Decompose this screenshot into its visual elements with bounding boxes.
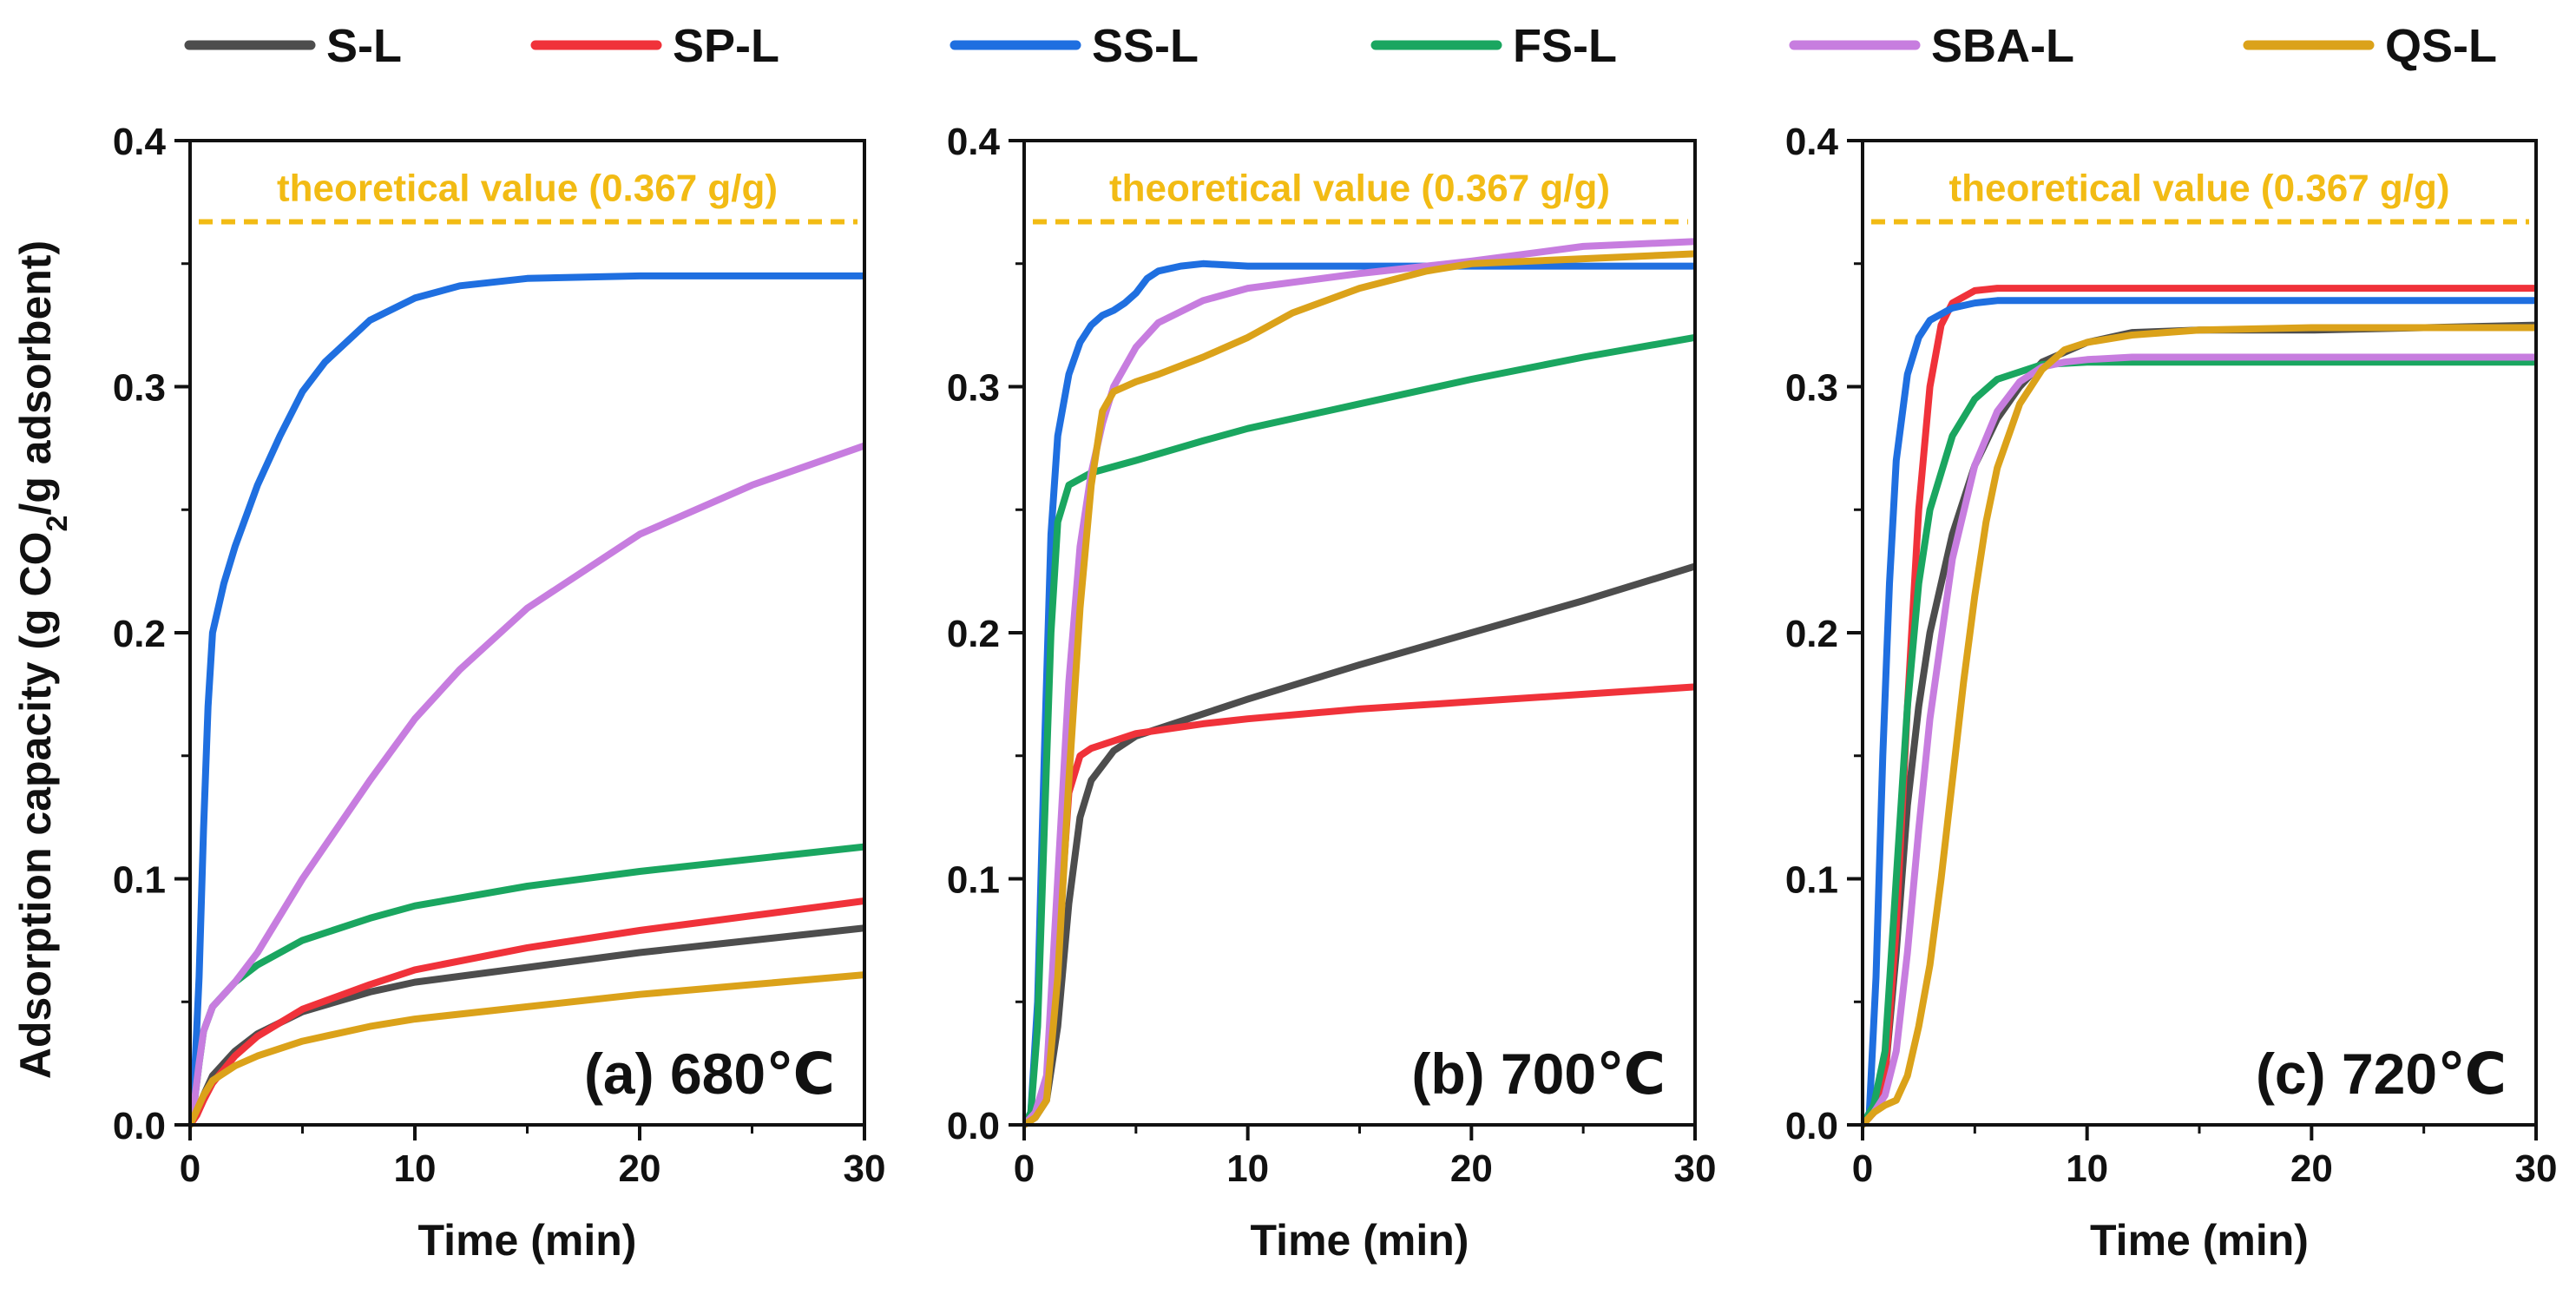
legend-label-qs-l: QS-L xyxy=(2385,20,2497,72)
legend: S-L SP-L SS-L FS-L SBA-L QS-L xyxy=(184,20,2497,72)
y-axis-title: Adsorption capacity (g CO2/g adsorbent) xyxy=(11,240,74,1079)
panel-label: (b) 700℃ xyxy=(1411,1042,1666,1106)
series-qs-l xyxy=(190,971,864,1128)
series-sba-l xyxy=(1024,238,1695,1128)
axes-frame xyxy=(188,139,866,1127)
panel-a: theoretical value (0.367 g/g) 0 10 20 30 0.0 0… xyxy=(113,121,886,1265)
panel-b: theoretical value (0.367 g/g) 0 10 20 30 0.0 0… xyxy=(947,121,1717,1265)
x-tick-label: 30 xyxy=(844,1147,886,1190)
legend-label-ss-l: SS-L xyxy=(1092,20,1199,72)
x-tick-label: 0 xyxy=(180,1147,200,1190)
plot-area xyxy=(1024,238,1695,1128)
y-tick-label: 0.3 xyxy=(113,367,166,410)
theoretical-value-label: theoretical value (0.367 g/g) xyxy=(1948,168,2449,210)
y-tick-label: 0.1 xyxy=(947,859,1000,902)
panel-label: (c) 720℃ xyxy=(2256,1042,2507,1106)
series-qs-l xyxy=(1024,250,1695,1128)
plot-area xyxy=(1863,285,2536,1128)
series-fs-l xyxy=(1024,333,1695,1128)
x-tick-label: 0 xyxy=(1852,1147,1873,1190)
y-tick-label: 0.2 xyxy=(113,613,166,655)
legend-label-sp-l: SP-L xyxy=(673,20,779,72)
y-tick-label: 0.2 xyxy=(947,613,1000,655)
y-tick-label: 0.4 xyxy=(947,121,1001,163)
x-tick-label: 20 xyxy=(619,1147,661,1190)
x-tick-label: 30 xyxy=(2515,1147,2558,1190)
series-fs-l xyxy=(1863,358,2536,1128)
y-tick-label: 0.1 xyxy=(1785,859,1838,902)
y-tick-label: 0.0 xyxy=(113,1105,166,1147)
y-tick-label: 0.0 xyxy=(1785,1105,1838,1147)
y-tick-label: 0.3 xyxy=(1785,367,1838,410)
legend-label-sba-l: SBA-L xyxy=(1931,20,2074,72)
series-ss-l xyxy=(190,272,864,1128)
series-qs-l xyxy=(1863,324,2536,1128)
panels: theoretical value (0.367 g/g) 0 10 20 30 0.0 0… xyxy=(113,121,2558,1265)
y-tick-label: 0.1 xyxy=(113,859,166,902)
x-axis-title: Time (min) xyxy=(2090,1216,2309,1265)
x-axis-title: Time (min) xyxy=(418,1216,637,1265)
series-s-l xyxy=(1863,321,2536,1128)
theoretical-value-label: theoretical value (0.367 g/g) xyxy=(277,168,778,210)
series-sba-l xyxy=(1863,353,2536,1128)
x-tick-label: 20 xyxy=(2290,1147,2333,1190)
x-tick-label: 30 xyxy=(1674,1147,1717,1190)
y-tick-label: 0.4 xyxy=(1785,121,1839,163)
legend-label-fs-l: FS-L xyxy=(1513,20,1617,72)
series-ss-l xyxy=(1863,297,2536,1128)
plot-area xyxy=(190,272,864,1128)
y-tick-label: 0.0 xyxy=(947,1105,1000,1147)
y-tick-label: 0.2 xyxy=(1785,613,1838,655)
y-tick-label: 0.4 xyxy=(113,121,167,163)
x-axis-title: Time (min) xyxy=(1251,1216,1469,1265)
legend-label-s-l: S-L xyxy=(326,20,402,72)
x-tick-label: 10 xyxy=(1226,1147,1269,1190)
theoretical-value-label: theoretical value (0.367 g/g) xyxy=(1109,168,1610,210)
series-sba-l xyxy=(190,442,864,1128)
y-tick-label: 0.3 xyxy=(947,367,1000,410)
x-tick-label: 10 xyxy=(2066,1147,2108,1190)
panel-c: theoretical value (0.367 g/g) 0 10 20 30 0.0 0… xyxy=(1785,121,2558,1265)
x-tick-label: 0 xyxy=(1014,1147,1035,1190)
x-tick-label: 20 xyxy=(1450,1147,1493,1190)
x-tick-label: 10 xyxy=(394,1147,437,1190)
panel-label: (a) 680℃ xyxy=(584,1042,835,1106)
